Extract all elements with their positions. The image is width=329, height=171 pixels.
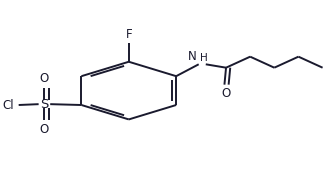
Text: O: O [40, 123, 49, 136]
Text: F: F [125, 28, 132, 41]
Text: O: O [221, 87, 230, 100]
Text: H: H [200, 54, 208, 63]
Text: Cl: Cl [2, 98, 14, 111]
Text: N: N [188, 50, 197, 63]
Text: S: S [40, 98, 49, 111]
Text: O: O [40, 73, 49, 86]
